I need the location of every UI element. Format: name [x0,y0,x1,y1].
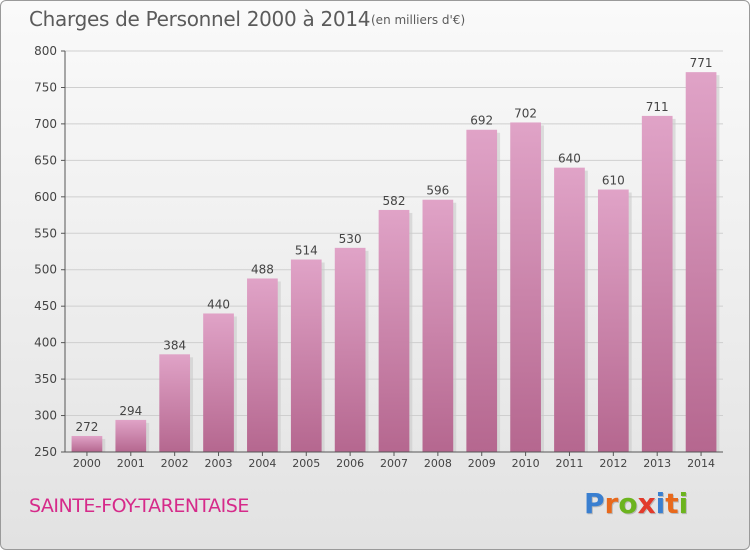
x-tick-label: 2014 [687,457,715,470]
bar-value-label: 530 [339,232,362,246]
bar-value-label: 514 [295,244,318,258]
bar-value-label: 610 [602,174,625,188]
bar [203,313,234,452]
bar-value-label: 294 [119,404,142,418]
bar [554,167,585,452]
x-tick-label: 2008 [424,457,452,470]
x-tick-label: 2003 [205,457,233,470]
chart-title: Charges de Personnel 2000 à 2014 [29,7,371,31]
axes [61,50,723,456]
labels: 250 300 350 400 450 500 550 600 650 700 750 800 272 2… [34,44,715,470]
logo-letter: r [604,487,619,520]
bar [466,129,498,452]
bar-value-label: 771 [690,56,713,70]
y-tick-label: 800 [34,44,57,58]
y-tick-label: 500 [34,263,57,277]
x-tick-label: 2004 [248,457,276,470]
proxiti-logo: Proxiti [584,487,688,520]
location-label: SAINTE-FOY-TARENTAISE [29,495,249,517]
x-tick-label: 2006 [336,457,364,470]
logo-letter: i [655,487,666,520]
bar [685,72,717,452]
x-tick-label: 2007 [380,457,408,470]
bar [510,122,541,452]
bar-value-label: 384 [163,338,186,352]
bar-value-label: 440 [207,297,230,311]
bar-value-label: 640 [558,152,581,166]
x-tick-label: 2011 [555,457,583,470]
bar-value-label: 582 [383,194,406,208]
bar [159,354,191,452]
bar-value-label: 596 [426,184,449,198]
logo-letter: o [618,487,638,520]
bar [334,247,366,452]
y-tick-label: 300 [34,409,57,423]
x-tick-label: 2010 [512,457,540,470]
y-tick-label: 650 [34,153,57,167]
bar-value-label: 692 [470,114,493,128]
x-tick-label: 2013 [643,457,671,470]
x-tick-label: 2001 [117,457,145,470]
y-tick-label: 700 [34,117,57,131]
bar-value-label: 272 [75,420,98,434]
bar [247,278,278,452]
bars [71,72,720,452]
bar [290,259,322,452]
y-tick-label: 350 [34,372,57,386]
x-tick-label: 2000 [73,457,101,470]
bar [115,419,147,452]
y-tick-label: 450 [34,299,57,313]
y-tick-label: 600 [34,190,57,204]
bar-value-label: 702 [514,106,537,120]
bar [641,115,673,452]
bar [597,189,629,452]
y-tick-label: 750 [34,80,57,94]
bar [71,435,103,452]
x-tick-label: 2012 [599,457,627,470]
bar-value-label: 488 [251,262,274,276]
bar [378,209,410,452]
y-tick-label: 400 [34,336,57,350]
bar-value-label: 711 [646,100,669,114]
x-tick-label: 2009 [468,457,496,470]
chart-subtitle: (en milliers d'€) [371,13,466,27]
bar [422,199,454,452]
logo-letter: x [637,487,656,520]
logo-letter: i [678,487,689,520]
y-tick-label: 550 [34,226,57,240]
x-tick-label: 2002 [161,457,189,470]
logo-letter: t [665,487,679,520]
y-tick-label: 250 [34,445,57,459]
x-tick-label: 2005 [292,457,320,470]
logo-letter: P [584,487,605,520]
